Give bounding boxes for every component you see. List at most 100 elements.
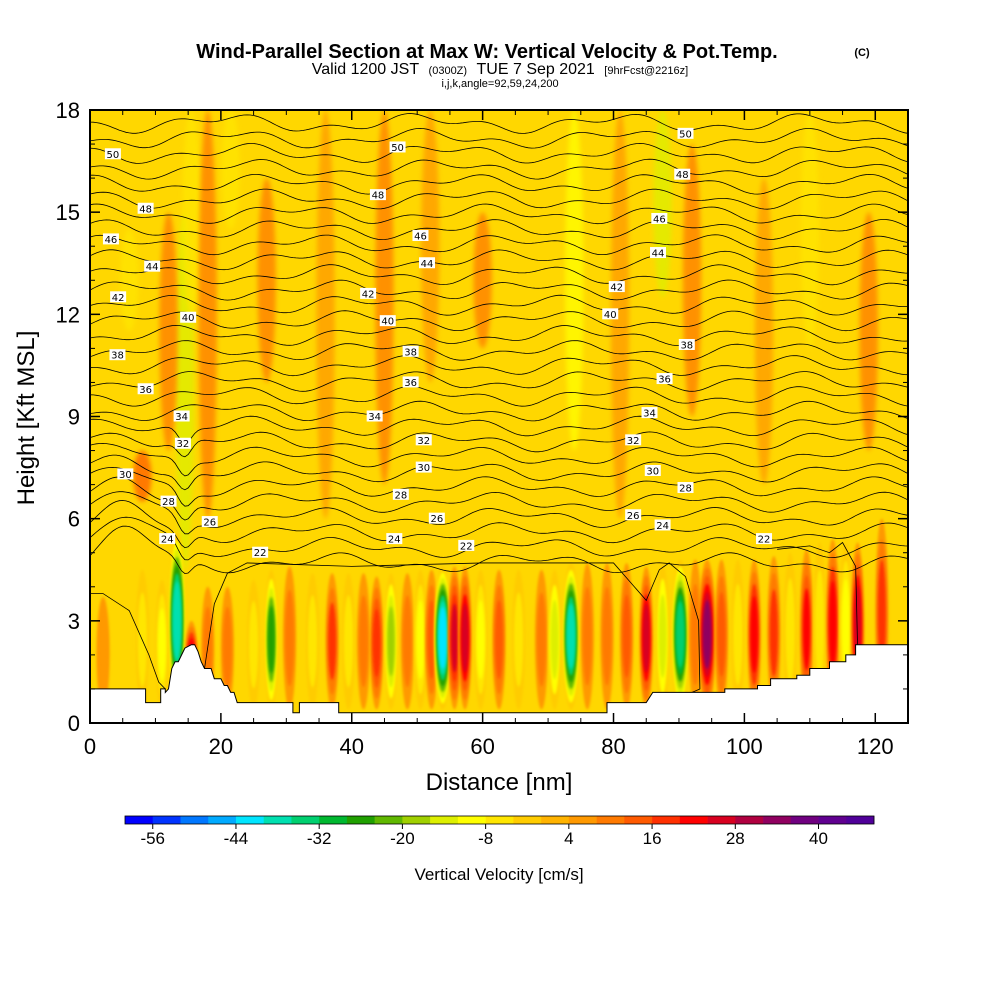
theta-label-text: 24 bbox=[388, 535, 401, 546]
theta-label-text: 28 bbox=[162, 497, 175, 508]
theta-label-bg bbox=[674, 168, 691, 180]
theta-label: 48 bbox=[674, 168, 691, 181]
velocity-cell bbox=[305, 573, 320, 710]
velocity-contour bbox=[690, 583, 700, 686]
theta-label-bg bbox=[366, 410, 383, 422]
theta-label: 28 bbox=[677, 482, 694, 495]
velocity-cell bbox=[384, 573, 398, 710]
theta-label-text: 22 bbox=[758, 535, 771, 546]
velocity-contour bbox=[416, 600, 425, 680]
velocity-cell bbox=[656, 562, 670, 710]
theta-label-text: 38 bbox=[404, 347, 417, 358]
colorbar-swatch bbox=[402, 816, 431, 824]
theta-label-bg bbox=[402, 376, 419, 388]
velocity-contour bbox=[550, 600, 559, 680]
theta-label-bg bbox=[386, 533, 403, 545]
velocity-cell bbox=[434, 566, 452, 710]
velocity-contour bbox=[622, 594, 631, 678]
theta-label-text: 30 bbox=[646, 466, 659, 477]
colorbar-swatch bbox=[541, 816, 570, 824]
velocity-contour bbox=[402, 595, 412, 688]
y-tick-label: 9 bbox=[68, 405, 80, 430]
theta-label: 24 bbox=[654, 519, 671, 532]
theta-label-text: 22 bbox=[460, 541, 473, 552]
velocity-cell bbox=[247, 579, 261, 710]
theta-contour-line bbox=[90, 158, 908, 180]
theta-label: 30 bbox=[117, 468, 134, 481]
theta-label-bg bbox=[458, 539, 475, 551]
theta-label-bg bbox=[360, 287, 377, 299]
upper-velocity-field bbox=[120, 110, 878, 570]
velocity-contour bbox=[785, 578, 795, 684]
theta-label-bg bbox=[102, 233, 119, 245]
theta-contour-line bbox=[90, 454, 908, 491]
velocity-contour bbox=[427, 600, 436, 680]
theta-label-bg bbox=[651, 212, 668, 224]
colorbar-swatch bbox=[513, 816, 542, 824]
theta-label-text: 48 bbox=[372, 191, 385, 202]
velocity-contour bbox=[829, 580, 837, 668]
plot-area: 50 48 46 44 42 40 38 36 34 32 30 28 26 24 22 50 48 46 44 42… bbox=[90, 110, 908, 723]
velocity-contour bbox=[461, 603, 469, 673]
theta-label-text: 28 bbox=[394, 490, 407, 501]
theta-label: 50 bbox=[677, 127, 694, 140]
colorbar-swatch bbox=[790, 816, 819, 824]
velocity-contour bbox=[582, 586, 592, 686]
theta-label-bg bbox=[137, 383, 154, 395]
colorbar-swatch bbox=[374, 816, 403, 824]
colorbar-tick-label: -32 bbox=[307, 829, 332, 848]
colorbar-swatch bbox=[652, 816, 681, 824]
theta-contour-line bbox=[90, 324, 908, 346]
theta-label-bg bbox=[117, 468, 134, 480]
velocity-contour bbox=[158, 608, 166, 682]
theta-label-text: 36 bbox=[658, 375, 671, 386]
theta-label: 48 bbox=[137, 202, 154, 215]
theta-label-bg bbox=[756, 533, 773, 545]
theta-label: 36 bbox=[402, 376, 419, 389]
theta-label-bg bbox=[625, 434, 642, 446]
velocity-cell bbox=[425, 569, 439, 710]
colorbar-swatch bbox=[735, 816, 764, 824]
velocity-contour bbox=[676, 601, 685, 668]
theta-label-text: 50 bbox=[107, 150, 120, 161]
theta-label-bg bbox=[656, 373, 673, 385]
velocity-contour bbox=[358, 595, 369, 688]
theta-contour-line bbox=[90, 385, 908, 407]
velocity-band bbox=[257, 178, 276, 383]
velocity-contour bbox=[267, 606, 275, 674]
velocity-contour bbox=[733, 583, 743, 686]
theta-label-text: 26 bbox=[203, 518, 216, 529]
theta-contour-line bbox=[90, 400, 908, 422]
velocity-contour bbox=[451, 603, 458, 673]
velocity-band bbox=[182, 110, 201, 315]
theta-label-text: 50 bbox=[391, 143, 404, 154]
theta-label-bg bbox=[678, 338, 695, 350]
colorbar-swatch bbox=[679, 816, 708, 824]
y-tick-label: 0 bbox=[68, 711, 80, 736]
x-tick-label: 120 bbox=[857, 734, 894, 759]
theta-label-text: 48 bbox=[139, 204, 152, 215]
chart-subtitle-indices: i,j,k,angle=92,59,24,200 bbox=[441, 78, 558, 90]
theta-label-text: 44 bbox=[421, 259, 434, 270]
velocity-contour bbox=[750, 596, 758, 673]
theta-contour-line bbox=[90, 476, 908, 521]
theta-label-text: 46 bbox=[653, 214, 666, 225]
theta-label: 22 bbox=[756, 533, 773, 546]
theta-label-text: 30 bbox=[417, 463, 430, 474]
velocity-band bbox=[473, 212, 492, 349]
theta-label-text: 44 bbox=[652, 249, 665, 260]
velocity-cell bbox=[600, 562, 614, 710]
velocity-contour bbox=[98, 615, 108, 692]
theta-contour-line bbox=[204, 562, 701, 693]
theta-label-text: 40 bbox=[182, 313, 195, 324]
velocity-contour bbox=[328, 602, 337, 680]
velocity-band bbox=[565, 110, 584, 451]
colorbar-swatch bbox=[457, 816, 486, 824]
theta-label: 38 bbox=[678, 338, 695, 351]
x-tick-label: 20 bbox=[209, 734, 233, 759]
theta-contour-line bbox=[90, 142, 908, 164]
velocity-cell bbox=[698, 559, 716, 710]
velocity-cell bbox=[813, 542, 827, 710]
velocity-contour bbox=[717, 591, 726, 677]
